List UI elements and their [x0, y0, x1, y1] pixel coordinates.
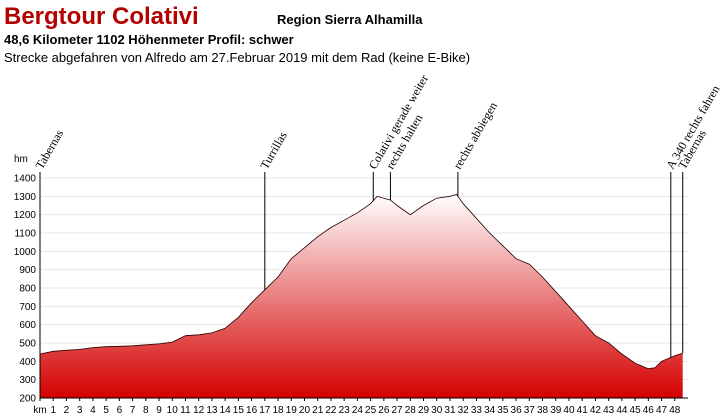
x-tick-label: 23: [339, 405, 351, 416]
x-tick-label: 6: [117, 405, 123, 416]
x-tick-label: 25: [365, 405, 377, 416]
y-tick-label: 300: [19, 375, 36, 386]
x-tick-label: 3: [77, 405, 83, 416]
x-tick-label: 42: [590, 405, 602, 416]
x-tick-label: 45: [630, 405, 642, 416]
y-tick-label: 200: [19, 394, 36, 405]
x-tick-label: 26: [378, 405, 390, 416]
x-tick-label: 1: [50, 405, 56, 416]
y-tick-label: 400: [19, 357, 36, 368]
x-tick-label: 35: [497, 405, 509, 416]
chart-title: Bergtour Colativi: [4, 3, 199, 30]
x-tick-label: 9: [156, 405, 162, 416]
y-axis-label: hm: [14, 154, 28, 165]
chart-subtitle: Region Sierra Alhamilla: [277, 12, 423, 27]
x-tick-label: 27: [391, 405, 403, 416]
y-tick-label: 700: [19, 302, 36, 313]
y-tick-label: 800: [19, 284, 36, 295]
x-tick-label: 4: [90, 405, 96, 416]
annotation-label: Tabernas: [32, 127, 66, 172]
x-tick-label: 37: [524, 405, 536, 416]
x-tick-label: 12: [193, 405, 205, 416]
x-tick-label: 7: [130, 405, 136, 416]
x-tick-label: 41: [577, 405, 589, 416]
y-tick-label: 1100: [14, 229, 36, 240]
x-tick-label: 33: [471, 405, 483, 416]
x-tick-label: 48: [669, 405, 681, 416]
x-tick-label: 38: [537, 405, 549, 416]
x-tick-label: 32: [458, 405, 470, 416]
x-tick-label: 24: [352, 405, 364, 416]
x-tick-label: 10: [167, 405, 179, 416]
x-tick-label: 21: [312, 405, 324, 416]
annotation-label: rechts abbiegen: [450, 100, 500, 172]
x-tick-label: 40: [563, 405, 575, 416]
elevation-line-color: [39, 194, 683, 369]
x-tick-label: 31: [444, 405, 456, 416]
elevation-area: [40, 194, 683, 398]
y-tick-label: 1200: [14, 210, 37, 221]
y-tick-label: 500: [19, 339, 36, 350]
x-tick-label: 14: [220, 405, 232, 416]
annotation-label: Turrillas: [257, 129, 290, 172]
x-tick-label: 11: [180, 405, 191, 416]
x-tick-label: 16: [246, 405, 258, 416]
x-tick-label: 20: [299, 405, 311, 416]
x-tick-label: 36: [511, 405, 523, 416]
x-tick-label: 8: [143, 405, 149, 416]
x-tick-label: 22: [325, 405, 337, 416]
x-tick-label: 43: [603, 405, 615, 416]
x-tick-label: 29: [418, 405, 430, 416]
x-tick-label: 19: [286, 405, 298, 416]
info-line: 48,6 Kilometer 1102 Höhenmeter Profil: s…: [4, 32, 294, 47]
x-tick-label: 44: [616, 405, 628, 416]
x-tick-label: 28: [405, 405, 417, 416]
y-tick-label: 600: [19, 320, 36, 331]
x-tick-label: 47: [656, 405, 668, 416]
x-tick-label: 46: [643, 405, 655, 416]
y-tick-label: 900: [19, 265, 36, 276]
x-tick-label: 18: [272, 405, 284, 416]
x-tick-label: km: [33, 405, 46, 416]
x-tick-label: 30: [431, 405, 443, 416]
note-line: Strecke abgefahren von Alfredo am 27.Feb…: [4, 50, 470, 65]
x-tick-label: 13: [206, 405, 218, 416]
x-tick-label: 2: [64, 405, 70, 416]
x-tick-label: 15: [233, 405, 245, 416]
y-tick-label: 1400: [14, 174, 37, 185]
y-tick-label: 1000: [14, 247, 37, 258]
x-tick-label: 34: [484, 405, 496, 416]
y-tick-label: 1300: [14, 192, 37, 203]
x-tick-label: 39: [550, 405, 562, 416]
x-tick-label: 17: [259, 405, 271, 416]
x-tick-label: 5: [103, 405, 109, 416]
